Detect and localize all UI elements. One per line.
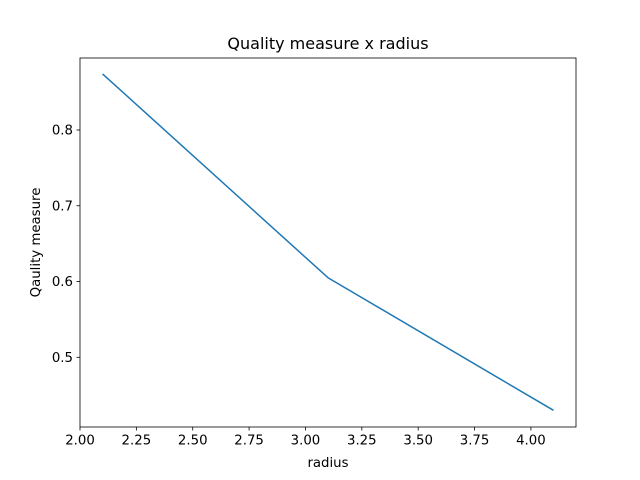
x-tick-label: 3.00: [291, 434, 321, 449]
series-layer: [102, 73, 554, 411]
series-line: [102, 73, 554, 411]
x-tick-label: 2.75: [234, 434, 264, 449]
x-axis: 2.00 2.25 2.50 2.75 3.00 3.25 3.50 3.75 4.00: [65, 427, 546, 449]
y-tick-label: 0.6: [52, 275, 73, 290]
plot-area: [79, 57, 577, 428]
x-axis-label: radius: [307, 456, 348, 471]
x-tick-label: 3.75: [460, 434, 490, 449]
y-axis: 0.5 0.6 0.7 0.8: [52, 124, 80, 366]
x-tick-label: 4.00: [516, 434, 546, 449]
y-tick-label: 0.8: [52, 124, 73, 139]
x-tick-label: 2.25: [122, 434, 152, 449]
x-tick-label: 2.50: [178, 434, 208, 449]
y-tick-label: 0.5: [52, 351, 73, 366]
chart-title: Quality measure x radius: [227, 34, 428, 53]
x-tick-label: 3.25: [347, 434, 377, 449]
x-tick-label: 3.50: [403, 434, 433, 449]
x-tick-label: 2.00: [65, 434, 95, 449]
y-tick-label: 0.7: [52, 199, 73, 214]
y-axis-label: Qaulity measure: [29, 188, 44, 298]
